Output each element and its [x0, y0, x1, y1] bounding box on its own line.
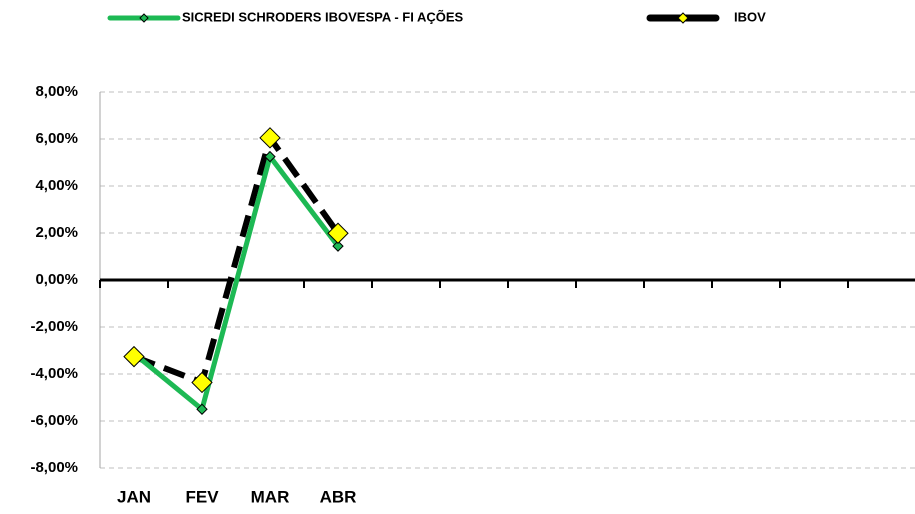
legend-marker	[677, 12, 689, 24]
y-tick-label: 6,00%	[35, 130, 78, 147]
marker	[191, 371, 213, 394]
marker	[196, 403, 208, 415]
y-tick-label: 0,00%	[35, 271, 78, 288]
marker	[123, 345, 145, 368]
y-tick-label: 2,00%	[35, 224, 78, 241]
x-tick-label: MAR	[251, 487, 290, 506]
legend-label: IBOV	[734, 9, 766, 24]
legend-label: SICREDI SCHRODERS IBOVESPA - FI AÇÕES	[182, 9, 464, 24]
marker	[259, 127, 281, 149]
x-tick-label: FEV	[185, 487, 219, 506]
marker	[327, 222, 349, 244]
marker	[332, 240, 344, 252]
y-tick-label: -6,00%	[30, 412, 78, 429]
x-tick-label: JAN	[117, 487, 151, 506]
y-tick-label: -4,00%	[30, 365, 78, 382]
legend-marker	[139, 13, 149, 23]
series-line	[132, 130, 341, 387]
series-line	[132, 151, 340, 414]
y-tick-label: 4,00%	[35, 177, 78, 194]
y-tick-label: -2,00%	[30, 318, 78, 335]
marker	[264, 150, 276, 163]
y-tick-label: -8,00%	[30, 459, 78, 476]
y-tick-label: 8,00%	[35, 83, 78, 100]
x-tick-label: ABR	[320, 487, 357, 506]
